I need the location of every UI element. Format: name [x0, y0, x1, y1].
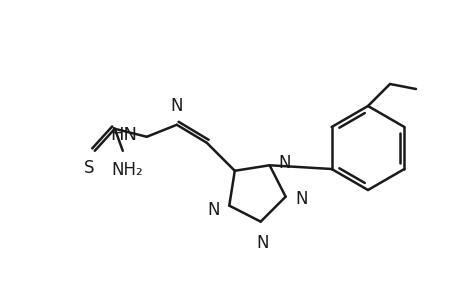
Text: S: S [84, 159, 94, 177]
Text: NH₂: NH₂ [111, 161, 142, 179]
Text: N: N [295, 190, 308, 208]
Text: HN: HN [110, 126, 136, 144]
Text: N: N [170, 97, 183, 115]
Text: N: N [256, 234, 269, 252]
Text: N: N [278, 154, 291, 172]
Text: N: N [207, 201, 220, 219]
